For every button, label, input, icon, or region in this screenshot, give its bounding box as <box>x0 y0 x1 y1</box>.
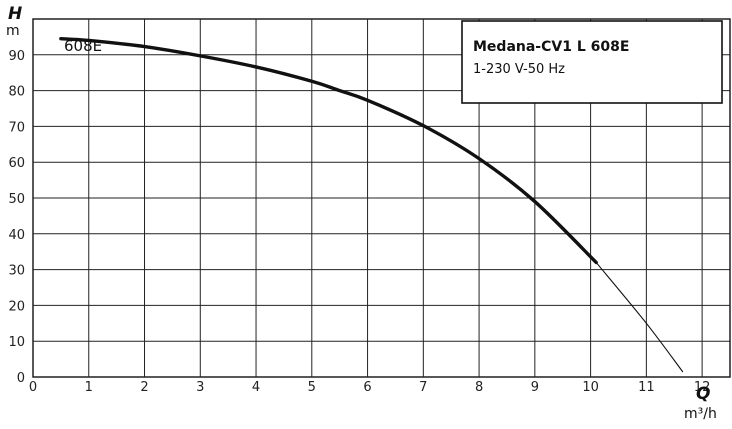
y-tick-label: 60 <box>8 156 25 171</box>
x-axis-symbol: Q <box>696 384 710 404</box>
x-tick-label: 6 <box>363 380 371 395</box>
y-axis-unit: m <box>6 23 20 39</box>
y-tick-label: 10 <box>8 335 25 350</box>
x-tick-label: 9 <box>531 380 539 395</box>
legend-subtitle: 1-230 V-50 Hz <box>473 62 565 77</box>
y-tick-label: 80 <box>8 85 25 100</box>
legend-frame <box>461 20 723 104</box>
x-tick-label: 11 <box>638 380 655 395</box>
y-tick-label: 30 <box>8 264 25 279</box>
x-tick-label: 5 <box>308 380 316 395</box>
y-tick-label: 0 <box>17 371 25 386</box>
x-tick-label: 3 <box>196 380 204 395</box>
y-axis-symbol: H <box>8 4 22 24</box>
y-tick-labels: 0 10 20 30 40 50 60 70 80 90 <box>8 49 25 386</box>
x-tick-label: 2 <box>140 380 148 395</box>
x-tick-labels: 0 1 2 3 4 5 6 7 8 9 10 11 12 <box>29 380 711 395</box>
y-tick-label: 70 <box>8 120 25 135</box>
x-tick-label: 8 <box>475 380 483 395</box>
y-tick-label: 50 <box>8 192 25 207</box>
x-tick-label: 10 <box>582 380 599 395</box>
series-line-extension <box>595 261 684 373</box>
x-tick-label: 12 <box>694 380 711 395</box>
legend-box: Medana-CV1 L 608E 1-230 V-50 Hz <box>461 20 723 104</box>
y-tick-label: 20 <box>8 299 25 314</box>
x-tick-label: 7 <box>419 380 427 395</box>
y-tick-label: 90 <box>8 49 25 64</box>
x-tick-label: 4 <box>252 380 260 395</box>
x-tick-label: 0 <box>29 380 37 395</box>
series-line-608E <box>59 36 598 265</box>
legend-title: Medana-CV1 L 608E <box>473 39 629 55</box>
x-tick-label: 1 <box>85 380 93 395</box>
series-group <box>59 36 684 373</box>
curve-label: 608E <box>64 37 102 55</box>
y-tick-label: 40 <box>8 228 25 243</box>
x-axis-unit: m³/h <box>684 406 717 422</box>
